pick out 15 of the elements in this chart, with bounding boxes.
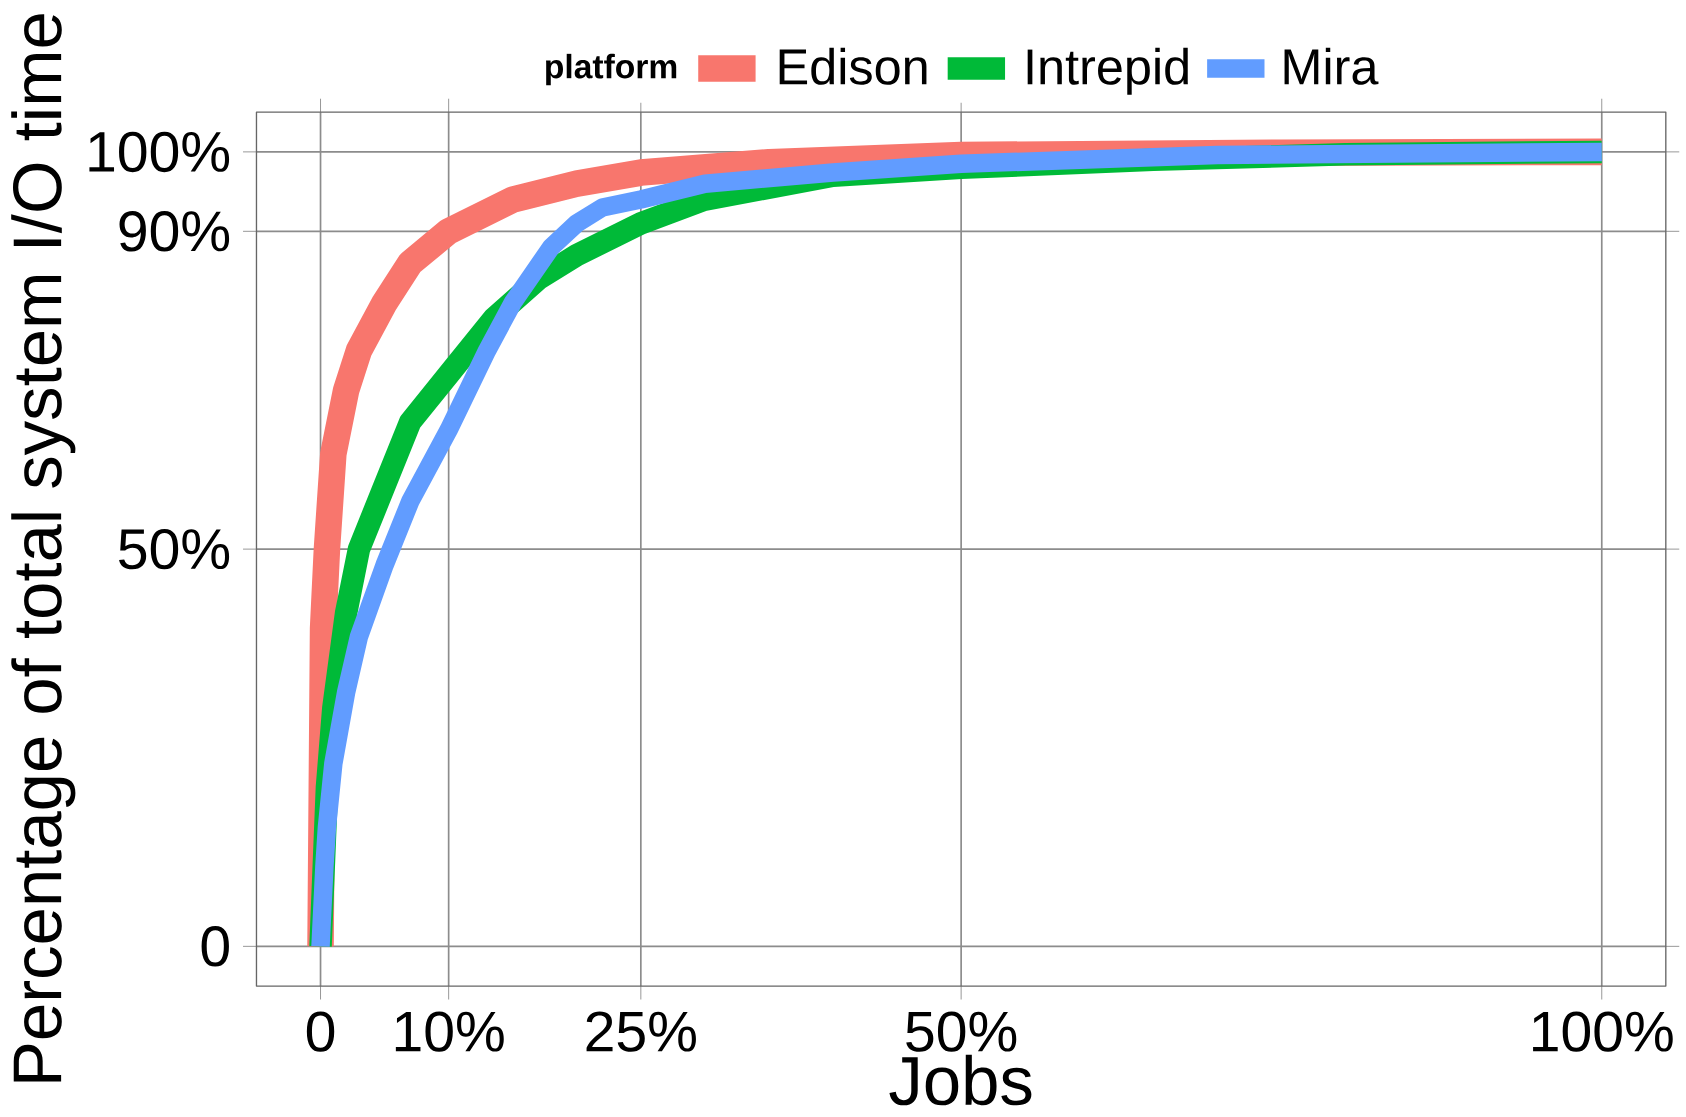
x-tick-label: 50% <box>906 1011 1017 1053</box>
legend-label: Edison <box>779 47 927 85</box>
x-tick-label: 100% <box>1533 1011 1673 1053</box>
y-tick-label: 0 <box>201 926 229 967</box>
x-tick-label: 25% <box>586 1011 696 1053</box>
x-axis-title: Jobs <box>889 1054 1032 1106</box>
y-tick-label: 90% <box>119 211 230 252</box>
legend-label: Mira <box>1284 47 1379 85</box>
x-tick-label: 10% <box>395 1011 504 1053</box>
y-tick-label: 100% <box>89 131 230 173</box>
y-tick-label: 50% <box>119 529 230 570</box>
y-axis-title: Percentage of total system I/O time <box>11 14 76 1082</box>
legend-label: Intrepid <box>1027 47 1188 95</box>
legend-title: platform <box>546 54 677 86</box>
x-tick-label: 0 <box>306 1011 335 1053</box>
